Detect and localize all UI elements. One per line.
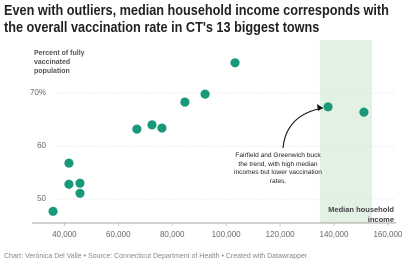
x-tick-label: 40,000	[52, 230, 77, 239]
chart-title: Even with outliers, median household inc…	[4, 3, 389, 36]
point	[64, 179, 74, 189]
point	[75, 178, 85, 188]
point	[359, 107, 369, 117]
x-axis-label: Median household income	[328, 205, 394, 224]
point	[200, 89, 210, 99]
x-tick-label: 100,000	[212, 230, 241, 239]
footer: Chart: Verónica Del Valle • Source: Conn…	[4, 253, 308, 260]
y-axis-label: Percent of fully vaccinated population	[34, 50, 85, 75]
x-tick-label: 80,000	[160, 230, 185, 239]
point	[157, 123, 167, 133]
point	[147, 120, 157, 130]
x-tick-label: 120,000	[266, 230, 295, 239]
x-tick-label: 60,000	[106, 230, 131, 239]
point	[48, 206, 58, 216]
annotation: Fairfield and Greenwich buck the trend, …	[234, 152, 322, 185]
point	[75, 188, 85, 198]
y-tick-label: 70%	[30, 88, 46, 97]
point	[323, 102, 333, 112]
annotation-arrow	[282, 107, 324, 149]
arrow-head	[317, 104, 323, 111]
x-tick-label: 160,000	[373, 230, 402, 239]
point	[132, 124, 142, 134]
highlight-band	[319, 40, 373, 223]
point	[64, 158, 74, 168]
y-tick-label: 60	[37, 141, 46, 150]
y-tick-label: 50	[37, 194, 46, 203]
point	[230, 58, 240, 68]
point	[180, 97, 190, 107]
x-tick-label: 140,000	[320, 230, 349, 239]
